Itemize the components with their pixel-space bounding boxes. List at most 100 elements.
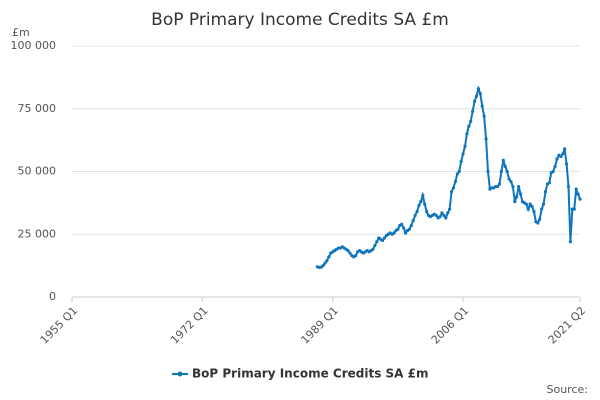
point [578,197,582,201]
point [371,247,375,251]
point [407,227,411,231]
point [536,221,540,225]
point [538,217,542,221]
point [497,182,502,186]
point [515,195,519,199]
point [446,211,450,215]
point [563,147,567,151]
point [574,187,578,191]
point [511,184,515,189]
point [513,200,517,204]
point [455,172,459,176]
point [444,216,448,220]
point [547,181,551,185]
point [501,158,505,162]
point [380,238,385,243]
point [486,169,490,174]
point [411,218,415,223]
point [423,202,427,206]
point [448,207,452,211]
legend-marker [177,371,183,377]
point [555,157,559,161]
point [415,210,419,214]
line [317,85,581,269]
point [480,104,484,108]
x-tick-label: 2021 Q2 [546,304,589,347]
point [568,240,573,244]
point [551,169,555,174]
point [325,259,329,263]
point [396,227,400,231]
point [402,226,406,230]
point [400,222,404,226]
point [417,203,421,207]
y-tick-label: 25 000 [18,227,57,240]
point [543,189,548,194]
point [482,114,486,118]
point [327,255,331,259]
point [499,169,504,174]
point [471,109,475,113]
point [375,240,379,244]
point [484,137,488,141]
y-tick-label: 50 000 [18,165,57,178]
point [425,210,429,214]
point [517,184,521,189]
x-tick-label: 1955 Q1 [38,304,81,347]
point [524,202,528,206]
point [540,207,544,211]
point [323,261,327,265]
point [526,207,530,211]
point [553,164,557,169]
x-tick-label: 1989 Q1 [298,304,341,347]
point [449,189,454,194]
point [528,202,532,206]
point [530,205,534,209]
point [463,144,467,148]
point [507,177,511,181]
point [505,169,509,174]
point [434,213,438,218]
y-tick-label: 100 000 [11,39,57,52]
point [348,251,352,255]
point [541,202,546,206]
point [518,192,523,196]
point [561,152,565,156]
point [453,179,457,184]
legend-label: BoP Primary Income Credits SA £m [192,367,428,381]
point [465,132,469,136]
x-tick-label: 2006 Q1 [429,304,472,347]
point [469,119,473,123]
point [461,152,465,156]
point [532,210,536,214]
point [438,215,442,219]
point [409,223,413,228]
point [476,87,480,91]
point [413,213,417,218]
point [421,193,425,197]
point [403,231,408,235]
point [576,192,580,196]
point [451,186,456,190]
point [382,236,387,240]
point [440,211,444,215]
point [478,92,482,96]
chart-title: BoP Primary Income Credits SA £m [151,10,449,30]
point [509,179,513,184]
point [572,207,576,211]
x-tick-label: 1972 Q1 [168,304,211,347]
point [495,184,500,189]
point [354,253,358,258]
point [503,164,507,169]
point [459,159,463,164]
point [442,213,446,218]
point [392,231,396,235]
y-axis-label: £m [12,26,30,39]
point [321,264,325,268]
point [457,169,461,174]
y-tick-label: 75 000 [18,102,57,115]
point [373,243,377,248]
point [564,162,569,166]
point [559,154,563,159]
